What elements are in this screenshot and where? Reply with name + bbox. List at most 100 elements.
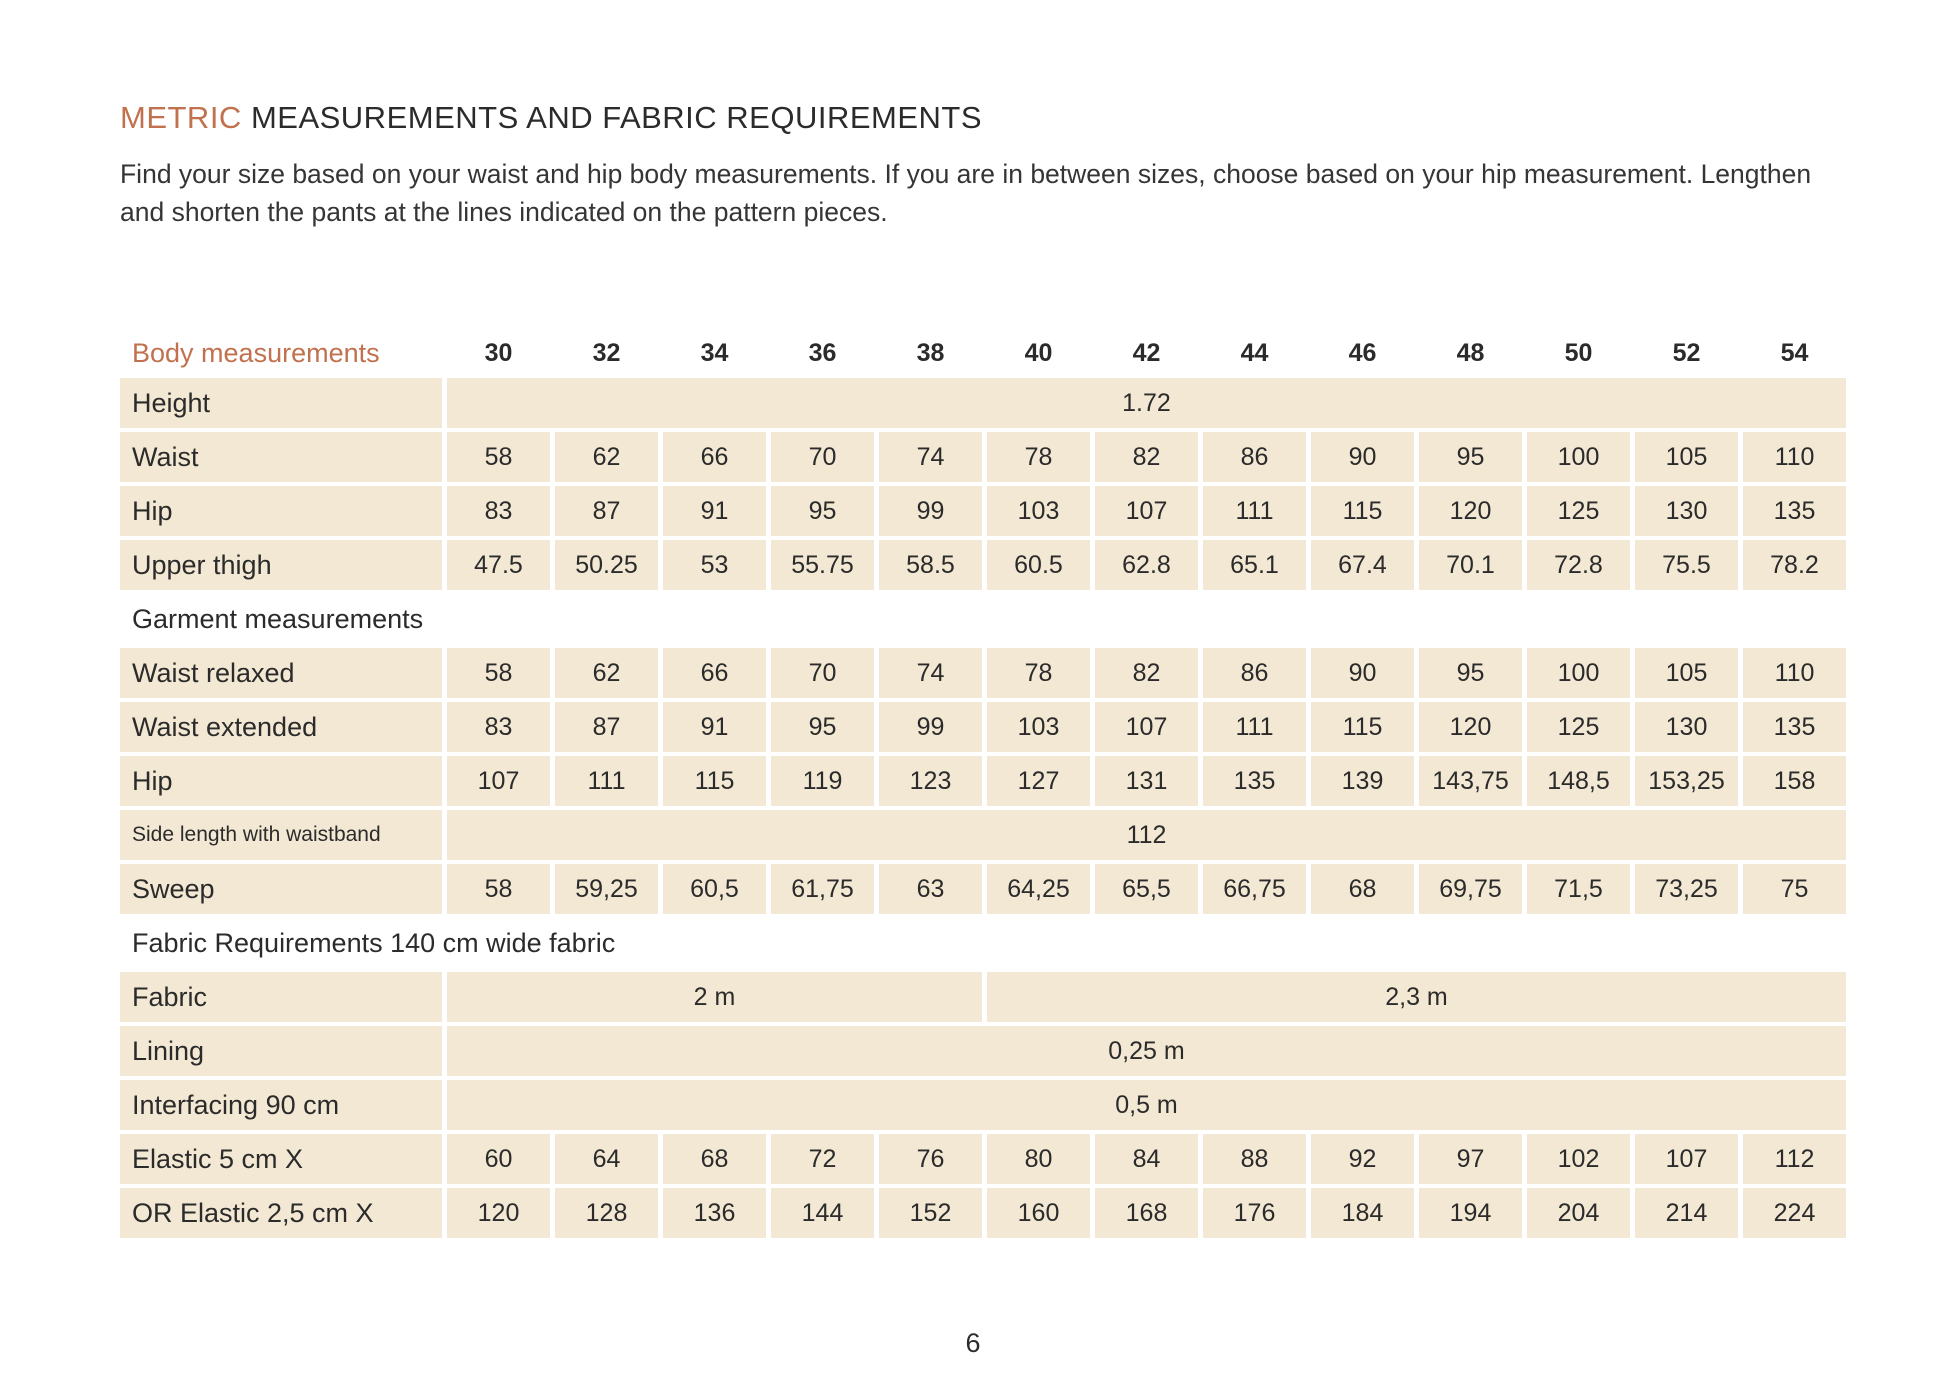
value-cell: 62: [555, 432, 658, 482]
size-column-header: 46: [1348, 338, 1377, 367]
spanning-value-cell: 2,3 m: [987, 972, 1846, 1022]
size-column-header: 50: [1564, 338, 1593, 367]
value-cell: 130: [1635, 486, 1738, 536]
page-title-accent: METRIC: [120, 100, 242, 135]
value-cell: 58.5: [879, 540, 982, 590]
spanning-value-cell: 0,5 m: [447, 1080, 1846, 1130]
row-label: Hip: [120, 756, 442, 806]
value-cell: 64: [555, 1134, 658, 1184]
value-cell: 100: [1527, 432, 1630, 482]
table-row: Waist 58 62 66 70 74 78 82 86 90 95 100 105 110: [120, 432, 1846, 482]
value-cell: 95: [771, 486, 874, 536]
table-row: OR Elastic 2,5 cm X 120 128 136 144 152 160 168…: [120, 1188, 1846, 1238]
value-cell: 214: [1635, 1188, 1738, 1238]
value-cell: 75: [1743, 864, 1846, 914]
value-cell: 67.4: [1311, 540, 1414, 590]
value-cell: 115: [663, 756, 766, 806]
value-cell: 123: [879, 756, 982, 806]
value-cell: 99: [879, 702, 982, 752]
value-cell: 135: [1203, 756, 1306, 806]
size-column-header: 52: [1672, 338, 1701, 367]
value-cell: 83: [447, 486, 550, 536]
row-label: Waist extended: [120, 702, 442, 752]
measurements-table: Body measurements 30 32 34 36 38 40 42 44 46 48 50 5…: [115, 328, 1851, 1242]
value-cell: 120: [447, 1188, 550, 1238]
row-label: Fabric: [120, 972, 442, 1022]
value-cell: 107: [447, 756, 550, 806]
value-cell: 68: [1311, 864, 1414, 914]
value-cell: 63: [879, 864, 982, 914]
value-cell: 143,75: [1419, 756, 1522, 806]
measurements-table-wrap: Body measurements 30 32 34 36 38 40 42 44 46 48 50 5…: [115, 328, 1851, 1242]
value-cell: 78: [987, 648, 1090, 698]
row-label: Height: [120, 378, 442, 428]
value-cell: 82: [1095, 432, 1198, 482]
value-cell: 84: [1095, 1134, 1198, 1184]
value-cell: 107: [1095, 702, 1198, 752]
value-cell: 184: [1311, 1188, 1414, 1238]
table-row: Fabric 2 m 2,3 m: [120, 972, 1846, 1022]
value-cell: 152: [879, 1188, 982, 1238]
document-header: METRIC MEASUREMENTS AND FABRIC REQUIREME…: [120, 100, 1820, 231]
size-column-header: 32: [592, 338, 621, 367]
page-title: METRIC MEASUREMENTS AND FABRIC REQUIREME…: [120, 100, 1820, 136]
value-cell: 70.1: [1419, 540, 1522, 590]
value-cell: 125: [1527, 702, 1630, 752]
value-cell: 103: [987, 702, 1090, 752]
table-row: Sweep 58 59,25 60,5 61,75 63 64,25 65,5 66,75 68 6…: [120, 864, 1846, 914]
value-cell: 70: [771, 432, 874, 482]
value-cell: 158: [1743, 756, 1846, 806]
value-cell: 111: [1203, 486, 1306, 536]
intro-paragraph: Find your size based on your waist and h…: [120, 159, 1812, 227]
value-cell: 73,25: [1635, 864, 1738, 914]
spanning-value-cell: 2 m: [447, 972, 982, 1022]
size-column-header: 44: [1240, 338, 1269, 367]
value-cell: 105: [1635, 432, 1738, 482]
value-cell: 204: [1527, 1188, 1630, 1238]
value-cell: 99: [879, 486, 982, 536]
section-label: Garment measurements: [132, 603, 424, 634]
value-cell: 112: [1743, 1134, 1846, 1184]
value-cell: 69,75: [1419, 864, 1522, 914]
table-row: Interfacing 90 cm 0,5 m: [120, 1080, 1846, 1130]
spanning-value-cell: 112: [447, 810, 1846, 860]
row-label: OR Elastic 2,5 cm X: [120, 1188, 442, 1238]
value-cell: 105: [1635, 648, 1738, 698]
value-cell: 136: [663, 1188, 766, 1238]
value-cell: 87: [555, 702, 658, 752]
value-cell: 95: [1419, 432, 1522, 482]
value-cell: 135: [1743, 702, 1846, 752]
value-cell: 78.2: [1743, 540, 1846, 590]
table-row: Side length with waistband 112: [120, 810, 1846, 860]
value-cell: 92: [1311, 1134, 1414, 1184]
value-cell: 110: [1743, 432, 1846, 482]
value-cell: 194: [1419, 1188, 1522, 1238]
value-cell: 66,75: [1203, 864, 1306, 914]
table-head: Body measurements 30 32 34 36 38 40 42 44 46 48 50 5…: [120, 332, 1846, 374]
value-cell: 78: [987, 432, 1090, 482]
value-cell: 66: [663, 648, 766, 698]
value-cell: 87: [555, 486, 658, 536]
value-cell: 72: [771, 1134, 874, 1184]
value-cell: 148,5: [1527, 756, 1630, 806]
section-row: Fabric Requirements 140 cm wide fabric: [120, 918, 1846, 968]
size-column-header: 30: [484, 338, 513, 367]
value-cell: 74: [879, 432, 982, 482]
body-measurements-header: Body measurements: [132, 337, 380, 368]
value-cell: 59,25: [555, 864, 658, 914]
size-column-header: 42: [1132, 338, 1161, 367]
value-cell: 58: [447, 864, 550, 914]
size-header-row: Body measurements 30 32 34 36 38 40 42 44 46 48 50 5…: [120, 332, 1846, 374]
table-row: Hip 83 87 91 95 99 103 107 111 115 120 125 130 135: [120, 486, 1846, 536]
value-cell: 91: [663, 702, 766, 752]
value-cell: 71,5: [1527, 864, 1630, 914]
value-cell: 111: [555, 756, 658, 806]
table-row: Waist extended 83 87 91 95 99 103 107 111 115 120 1…: [120, 702, 1846, 752]
value-cell: 86: [1203, 432, 1306, 482]
row-label: Hip: [120, 486, 442, 536]
value-cell: 62.8: [1095, 540, 1198, 590]
value-cell: 70: [771, 648, 874, 698]
value-cell: 60.5: [987, 540, 1090, 590]
size-column-header: 40: [1024, 338, 1053, 367]
value-cell: 120: [1419, 486, 1522, 536]
